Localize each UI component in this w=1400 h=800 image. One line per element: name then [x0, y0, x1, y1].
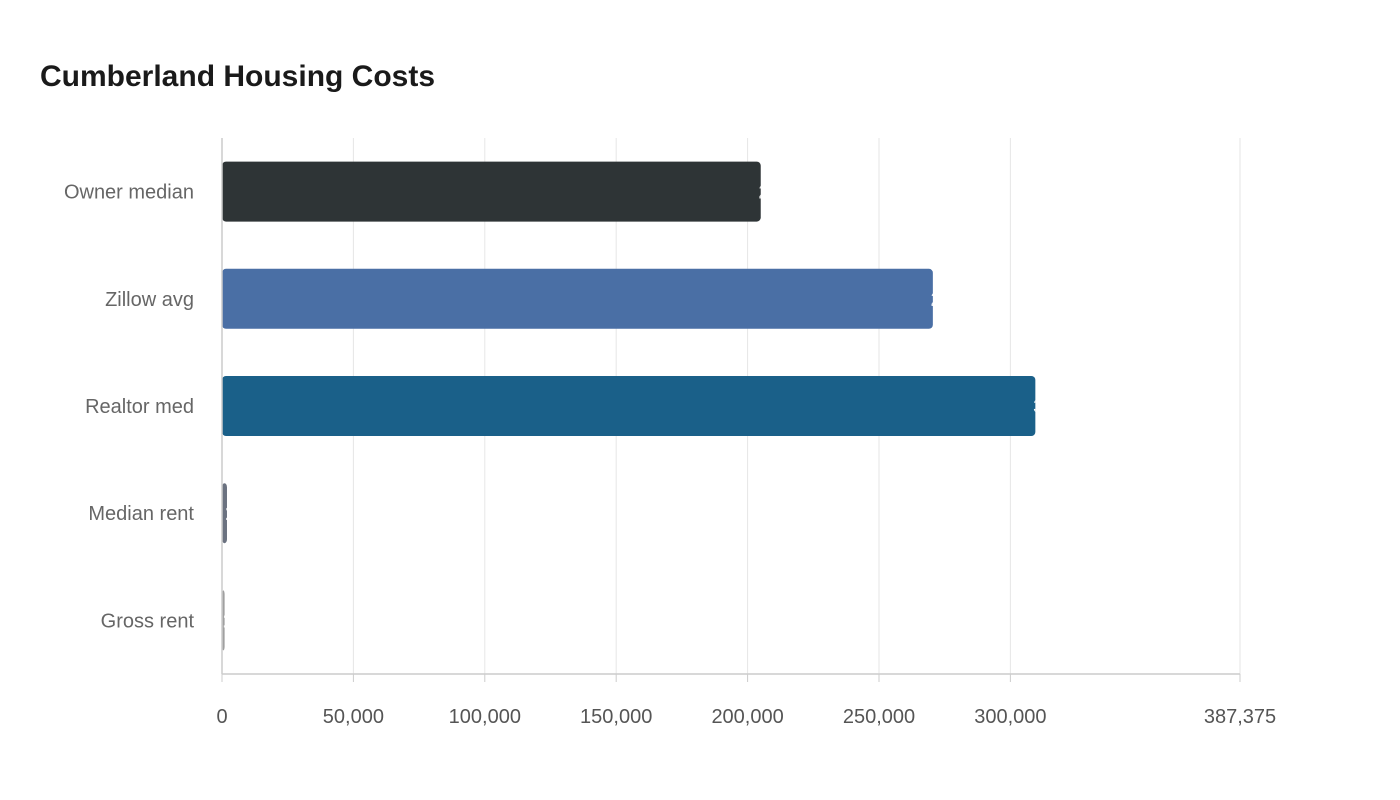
bar-value-label: 1,900: [225, 503, 275, 525]
x-tick-label: 150,000: [580, 706, 652, 728]
chart-title: Cumberland Housing Costs: [40, 60, 436, 93]
bar[interactable]: [222, 161, 761, 222]
bar-value-label: 1,000: [223, 610, 273, 632]
category-label: Zillow avg: [105, 289, 194, 311]
category-label: Owner median: [64, 182, 194, 204]
bar-value-label: 270,500: [931, 289, 1003, 311]
labels: 0 50,000 100,000 150,000 200,000 250,000 300,0…: [64, 182, 1276, 728]
bar-value-label: 309,500: [1033, 396, 1105, 418]
x-tick-label: 387,375: [1204, 706, 1276, 728]
category-label: Median rent: [88, 503, 194, 525]
x-tick-label: 200,000: [711, 706, 783, 728]
bar[interactable]: [222, 268, 933, 329]
category-label: Realtor med: [85, 396, 194, 418]
x-tick-label: 0: [216, 706, 227, 728]
category-label: Gross rent: [101, 610, 195, 632]
bars: [222, 161, 1036, 651]
axes: [221, 138, 1241, 682]
x-tick-label: 300,000: [974, 706, 1046, 728]
x-tick-label: 100,000: [449, 706, 521, 728]
x-tick-label: 250,000: [843, 706, 915, 728]
bar[interactable]: [222, 483, 227, 544]
x-tick-label: 50,000: [323, 706, 384, 728]
bar-value-label: 205,000: [759, 182, 831, 204]
bar[interactable]: [222, 376, 1036, 436]
